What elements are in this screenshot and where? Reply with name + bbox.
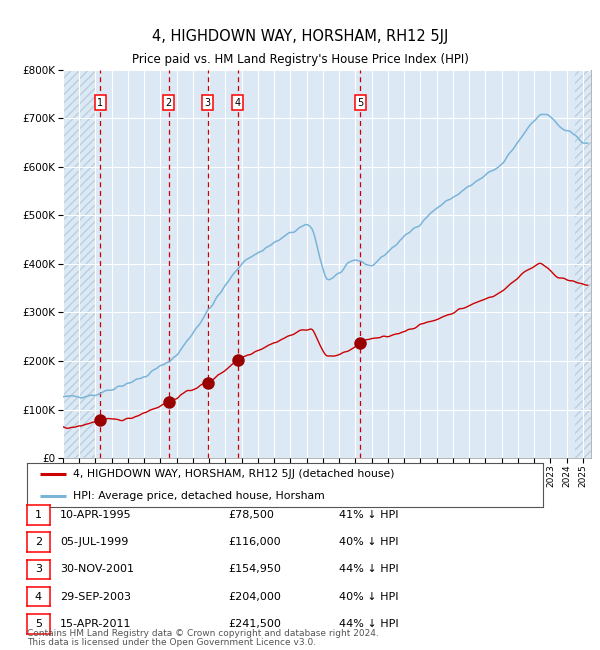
Text: £241,500: £241,500 [228, 619, 281, 629]
Text: This data is licensed under the Open Government Licence v3.0.: This data is licensed under the Open Gov… [27, 638, 316, 647]
Text: 3: 3 [35, 564, 42, 575]
Text: 05-JUL-1999: 05-JUL-1999 [60, 537, 128, 547]
Text: 30-NOV-2001: 30-NOV-2001 [60, 564, 134, 575]
Text: 10-APR-1995: 10-APR-1995 [60, 510, 131, 520]
Text: 40% ↓ HPI: 40% ↓ HPI [339, 592, 398, 602]
Text: 4, HIGHDOWN WAY, HORSHAM, RH12 5JJ: 4, HIGHDOWN WAY, HORSHAM, RH12 5JJ [152, 29, 448, 44]
Text: 40% ↓ HPI: 40% ↓ HPI [339, 537, 398, 547]
Text: 29-SEP-2003: 29-SEP-2003 [60, 592, 131, 602]
Text: £154,950: £154,950 [228, 564, 281, 575]
Text: Price paid vs. HM Land Registry's House Price Index (HPI): Price paid vs. HM Land Registry's House … [131, 53, 469, 66]
Text: 4: 4 [235, 98, 241, 108]
Text: 4: 4 [35, 592, 42, 602]
Text: 44% ↓ HPI: 44% ↓ HPI [339, 619, 398, 629]
Text: £204,000: £204,000 [228, 592, 281, 602]
Text: Contains HM Land Registry data © Crown copyright and database right 2024.: Contains HM Land Registry data © Crown c… [27, 629, 379, 638]
Text: 2: 2 [166, 98, 172, 108]
Text: 41% ↓ HPI: 41% ↓ HPI [339, 510, 398, 520]
Text: £116,000: £116,000 [228, 537, 281, 547]
Text: 15-APR-2011: 15-APR-2011 [60, 619, 131, 629]
Text: 5: 5 [35, 619, 42, 629]
Text: 1: 1 [35, 510, 42, 520]
Text: 1: 1 [97, 98, 103, 108]
Text: 44% ↓ HPI: 44% ↓ HPI [339, 564, 398, 575]
Text: £78,500: £78,500 [228, 510, 274, 520]
Text: 3: 3 [205, 98, 211, 108]
Text: HPI: Average price, detached house, Horsham: HPI: Average price, detached house, Hors… [73, 491, 325, 500]
Text: 2: 2 [35, 537, 42, 547]
Text: 4, HIGHDOWN WAY, HORSHAM, RH12 5JJ (detached house): 4, HIGHDOWN WAY, HORSHAM, RH12 5JJ (deta… [73, 469, 395, 479]
Text: 5: 5 [357, 98, 363, 108]
